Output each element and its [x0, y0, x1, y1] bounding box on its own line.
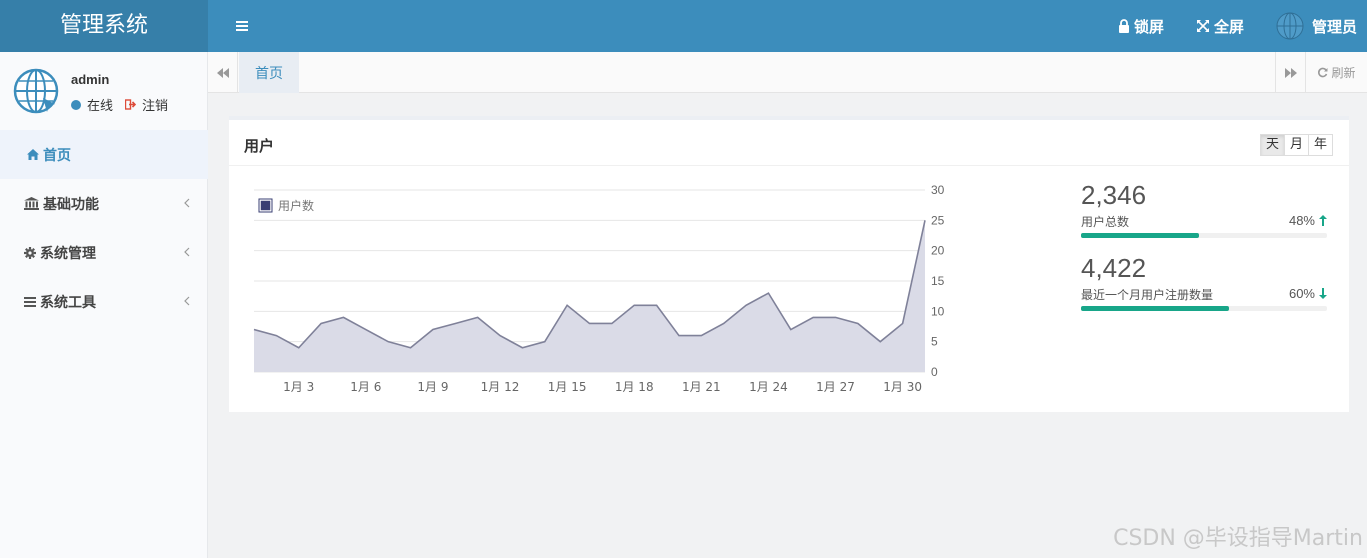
tab-scroll-right-button[interactable] — [1275, 52, 1305, 93]
y-tick-label: 0 — [931, 365, 938, 379]
lock-screen-button[interactable]: 锁屏 — [1118, 16, 1164, 37]
progress-fill — [1081, 306, 1229, 311]
legend-swatch — [259, 199, 272, 212]
y-tick-label: 20 — [931, 244, 945, 258]
user-name: admin — [71, 72, 110, 87]
progress-track — [1081, 306, 1327, 311]
x-tick-label: 1月 3 — [283, 380, 314, 394]
x-tick-label: 1月 18 — [615, 380, 654, 394]
sidebar: admin 在线 注销 首页 基础功能 — [0, 52, 208, 558]
tabs-bar: 首页 刷新 — [208, 52, 1367, 93]
stat-label: 用户总数 — [1081, 215, 1130, 229]
arrow-down-icon — [1319, 288, 1327, 299]
gear-icon — [24, 246, 36, 259]
y-tick-label: 10 — [931, 304, 945, 318]
users-panel: 用户 天 月 年 0 5 10 15 20 25 30 1月 3 1月 6 1月 9 1月 12 1月… — [229, 116, 1349, 412]
x-tick-label: 1月 15 — [548, 380, 587, 394]
fullscreen-label: 全屏 — [1213, 17, 1244, 36]
menu-toggle-button[interactable] — [230, 14, 254, 38]
stat-value: 4,422 — [1081, 253, 1147, 283]
y-tick-label: 30 — [931, 183, 945, 197]
chevron-left-icon — [184, 294, 190, 310]
stat-percent-value: 48% — [1288, 213, 1315, 228]
sidebar-item-basic-functions[interactable]: 基础功能 — [0, 179, 208, 228]
panel-header: 用户 天 月 年 — [229, 120, 1349, 166]
sidebar-item-label: 系统管理 — [40, 245, 96, 262]
x-tick-label: 1月 12 — [481, 380, 520, 394]
online-label: 在线 — [87, 99, 114, 114]
refresh-button[interactable]: 刷新 — [1305, 52, 1367, 93]
stats-panel: 2,346 用户总数 48% 4,422 最近一个月用户注册数量 60% — [1081, 180, 1327, 326]
range-selector: 天 月 年 — [1259, 134, 1333, 156]
logout-link[interactable]: 注销 — [142, 99, 169, 114]
users-chart: 0 5 10 15 20 25 30 1月 3 1月 6 1月 9 1月 12 1月 15 1月 18 1… — [253, 183, 945, 394]
x-tick-label: 1月 6 — [350, 380, 381, 394]
expand-icon — [1196, 19, 1210, 33]
sidebar-item-system-tools[interactable]: 系统工具 — [0, 277, 208, 326]
chevron-left-icon — [184, 196, 190, 212]
y-tick-label: 25 — [931, 213, 945, 227]
lock-icon — [1118, 19, 1130, 33]
bank-icon — [24, 197, 39, 210]
stat-value: 2,346 — [1081, 180, 1147, 210]
backward-icon — [216, 67, 229, 78]
x-tick-label: 1月 24 — [749, 380, 788, 394]
user-panel: admin 在线 注销 — [0, 52, 208, 130]
sidebar-item-label: 基础功能 — [43, 196, 99, 213]
admin-menu[interactable]: 管理员 — [1276, 12, 1357, 40]
sidebar-item-system-management[interactable]: 系统管理 — [0, 228, 208, 277]
stat-monthly-registrations: 4,422 最近一个月用户注册数量 60% — [1081, 253, 1327, 326]
stat-percent-value: 60% — [1288, 286, 1315, 301]
online-dot-icon — [71, 99, 81, 110]
panel-title: 用户 — [244, 137, 275, 155]
range-day-button[interactable]: 天 — [1259, 134, 1285, 156]
arrow-up-icon — [1319, 215, 1327, 226]
refresh-icon — [1317, 67, 1328, 78]
x-tick-label: 1月 27 — [816, 380, 855, 394]
stat-percent: 48% — [1289, 213, 1327, 228]
progress-fill — [1081, 233, 1200, 238]
stat-percent: 60% — [1289, 286, 1327, 301]
x-tick-label: 1月 9 — [417, 380, 448, 394]
y-tick-label: 15 — [931, 274, 945, 288]
fullscreen-button[interactable]: 全屏 — [1196, 16, 1244, 37]
sidebar-nav: 首页 基础功能 系统管理 系统工具 — [0, 130, 208, 326]
progress-track — [1081, 233, 1327, 238]
sidebar-item-label: 首页 — [43, 147, 71, 164]
legend-swatch-border — [258, 198, 273, 213]
admin-avatar-icon — [1276, 12, 1304, 40]
tab-home[interactable]: 首页 — [239, 52, 299, 93]
x-tick-label: 1月 21 — [682, 380, 721, 394]
series-area — [254, 220, 925, 372]
app-title[interactable]: 管理系统 — [0, 0, 208, 52]
legend-label: 用户数 — [278, 198, 314, 213]
watermark: CSDN @毕设指导Martin — [1113, 526, 1363, 551]
home-icon — [27, 149, 39, 160]
sidebar-item-label: 系统工具 — [40, 294, 96, 311]
top-navbar: 管理系统 锁屏 全屏 管理员 — [0, 0, 1367, 52]
forward-icon — [1284, 67, 1297, 78]
stat-total-users: 2,346 用户总数 48% — [1081, 180, 1327, 253]
user-status: 在线 注销 — [71, 95, 168, 114]
x-tick-label: 1月 30 — [883, 380, 922, 394]
user-avatar-icon — [13, 68, 59, 114]
tab-scroll-left-button[interactable] — [208, 52, 238, 93]
sidebar-item-home[interactable]: 首页 — [0, 130, 208, 179]
range-month-button[interactable]: 月 — [1283, 134, 1309, 156]
refresh-label: 刷新 — [1331, 66, 1356, 80]
bars-icon — [24, 296, 36, 307]
admin-label: 管理员 — [1311, 17, 1357, 36]
stat-label: 最近一个月用户注册数量 — [1081, 288, 1214, 302]
chevron-left-icon — [184, 245, 190, 261]
lock-screen-label: 锁屏 — [1133, 17, 1164, 36]
y-tick-label: 5 — [931, 335, 938, 349]
range-year-button[interactable]: 年 — [1307, 134, 1333, 156]
sign-out-icon — [125, 99, 137, 110]
